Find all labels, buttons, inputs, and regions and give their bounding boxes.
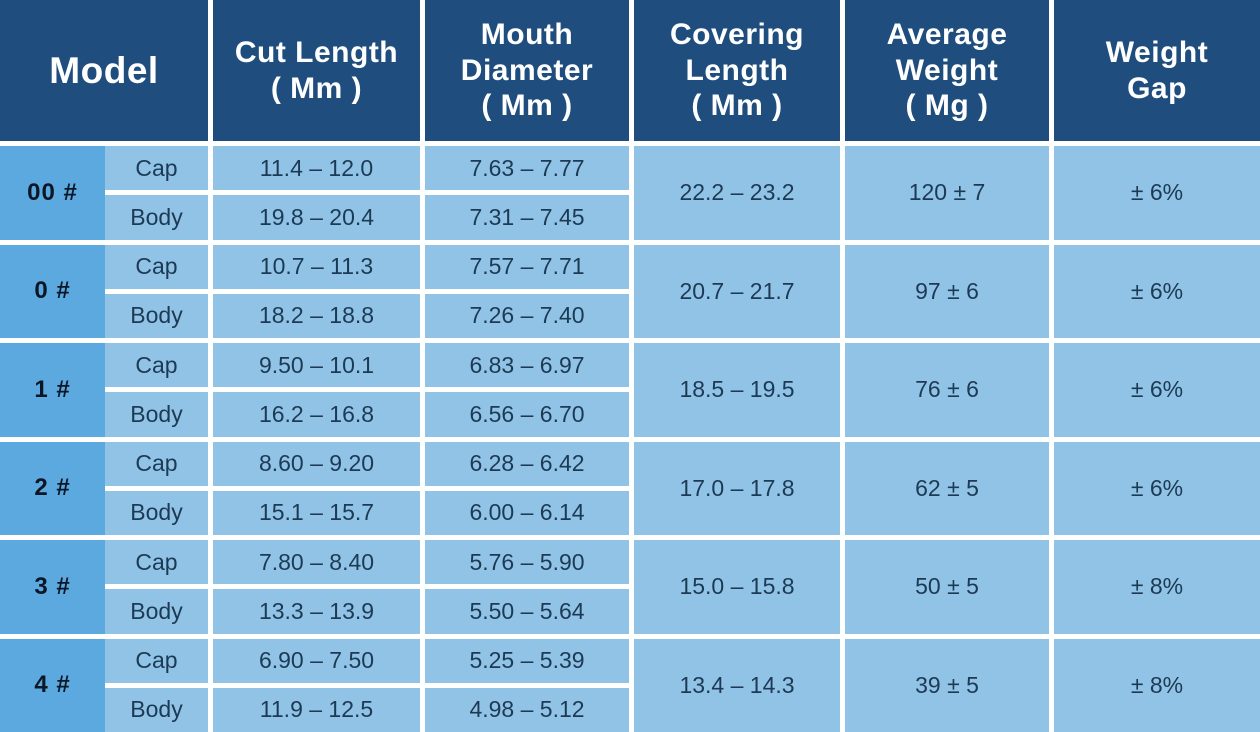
cap-cut-length-value: 11.4 – 12.0 [213, 146, 420, 191]
header-average-weight: Average Weight ( Mg ) [845, 0, 1049, 141]
model-cell-00: 00 # [0, 146, 105, 240]
cap-cut-length-value: 9.50 – 10.1 [213, 343, 420, 388]
cap-cut-length-value: 10.7 – 11.3 [213, 244, 420, 289]
body-label: Body [105, 195, 208, 240]
average-weight-value: 50 ± 5 [845, 540, 1049, 634]
cap-cut-length-value: 6.90 – 7.50 [213, 638, 420, 683]
header-weight-gap: Weight Gap [1054, 0, 1260, 141]
covering-length-value: 20.7 – 21.7 [634, 244, 840, 338]
weight-gap-value: ± 8% [1054, 638, 1260, 732]
body-label: Body [105, 490, 208, 535]
header-mouth-diameter: Mouth Diameter ( Mm ) [425, 0, 629, 141]
body-label: Body [105, 392, 208, 437]
cap-mouth-diameter-value: 5.76 – 5.90 [425, 540, 629, 585]
body-mouth-diameter-value: 7.31 – 7.45 [425, 195, 629, 240]
cap-label: Cap [105, 441, 208, 486]
weight-gap-value: ± 6% [1054, 244, 1260, 338]
body-cut-length-value: 13.3 – 13.9 [213, 589, 420, 634]
weight-gap-value: ± 6% [1054, 343, 1260, 437]
body-label: Body [105, 589, 208, 634]
weight-gap-value: ± 6% [1054, 146, 1260, 240]
header-model: Model [0, 0, 208, 141]
covering-length-value: 22.2 – 23.2 [634, 146, 840, 240]
body-mouth-diameter-value: 6.56 – 6.70 [425, 392, 629, 437]
cap-cut-length-value: 8.60 – 9.20 [213, 441, 420, 486]
covering-length-value: 15.0 – 15.8 [634, 540, 840, 634]
body-label: Body [105, 293, 208, 338]
cap-label: Cap [105, 343, 208, 388]
body-cut-length-value: 19.8 – 20.4 [213, 195, 420, 240]
cap-label: Cap [105, 540, 208, 585]
body-cut-length-value: 16.2 – 16.8 [213, 392, 420, 437]
model-cell-4: 4 # [0, 638, 105, 732]
body-cut-length-value: 11.9 – 12.5 [213, 687, 420, 732]
average-weight-value: 120 ± 7 [845, 146, 1049, 240]
body-mouth-diameter-value: 5.50 – 5.64 [425, 589, 629, 634]
cap-label: Cap [105, 244, 208, 289]
covering-length-value: 17.0 – 17.8 [634, 441, 840, 535]
average-weight-value: 39 ± 5 [845, 638, 1049, 732]
covering-length-value: 18.5 – 19.5 [634, 343, 840, 437]
body-label: Body [105, 687, 208, 732]
average-weight-value: 76 ± 6 [845, 343, 1049, 437]
cap-mouth-diameter-value: 5.25 – 5.39 [425, 638, 629, 683]
body-cut-length-value: 18.2 – 18.8 [213, 293, 420, 338]
header-cut-length: Cut Length ( Mm ) [213, 0, 420, 141]
model-cell-1: 1 # [0, 343, 105, 437]
model-cell-0: 0 # [0, 244, 105, 338]
average-weight-value: 97 ± 6 [845, 244, 1049, 338]
body-cut-length-value: 15.1 – 15.7 [213, 490, 420, 535]
cap-label: Cap [105, 638, 208, 683]
weight-gap-value: ± 8% [1054, 540, 1260, 634]
body-mouth-diameter-value: 4.98 – 5.12 [425, 687, 629, 732]
model-cell-2: 2 # [0, 441, 105, 535]
model-cell-3: 3 # [0, 540, 105, 634]
cap-mouth-diameter-value: 7.63 – 7.77 [425, 146, 629, 191]
average-weight-value: 62 ± 5 [845, 441, 1049, 535]
cap-label: Cap [105, 146, 208, 191]
body-mouth-diameter-value: 6.00 – 6.14 [425, 490, 629, 535]
body-mouth-diameter-value: 7.26 – 7.40 [425, 293, 629, 338]
cap-mouth-diameter-value: 6.83 – 6.97 [425, 343, 629, 388]
header-covering-length: Covering Length ( Mm ) [634, 0, 840, 141]
weight-gap-value: ± 6% [1054, 441, 1260, 535]
covering-length-value: 13.4 – 14.3 [634, 638, 840, 732]
cap-mouth-diameter-value: 7.57 – 7.71 [425, 244, 629, 289]
cap-mouth-diameter-value: 6.28 – 6.42 [425, 441, 629, 486]
cap-cut-length-value: 7.80 – 8.40 [213, 540, 420, 585]
